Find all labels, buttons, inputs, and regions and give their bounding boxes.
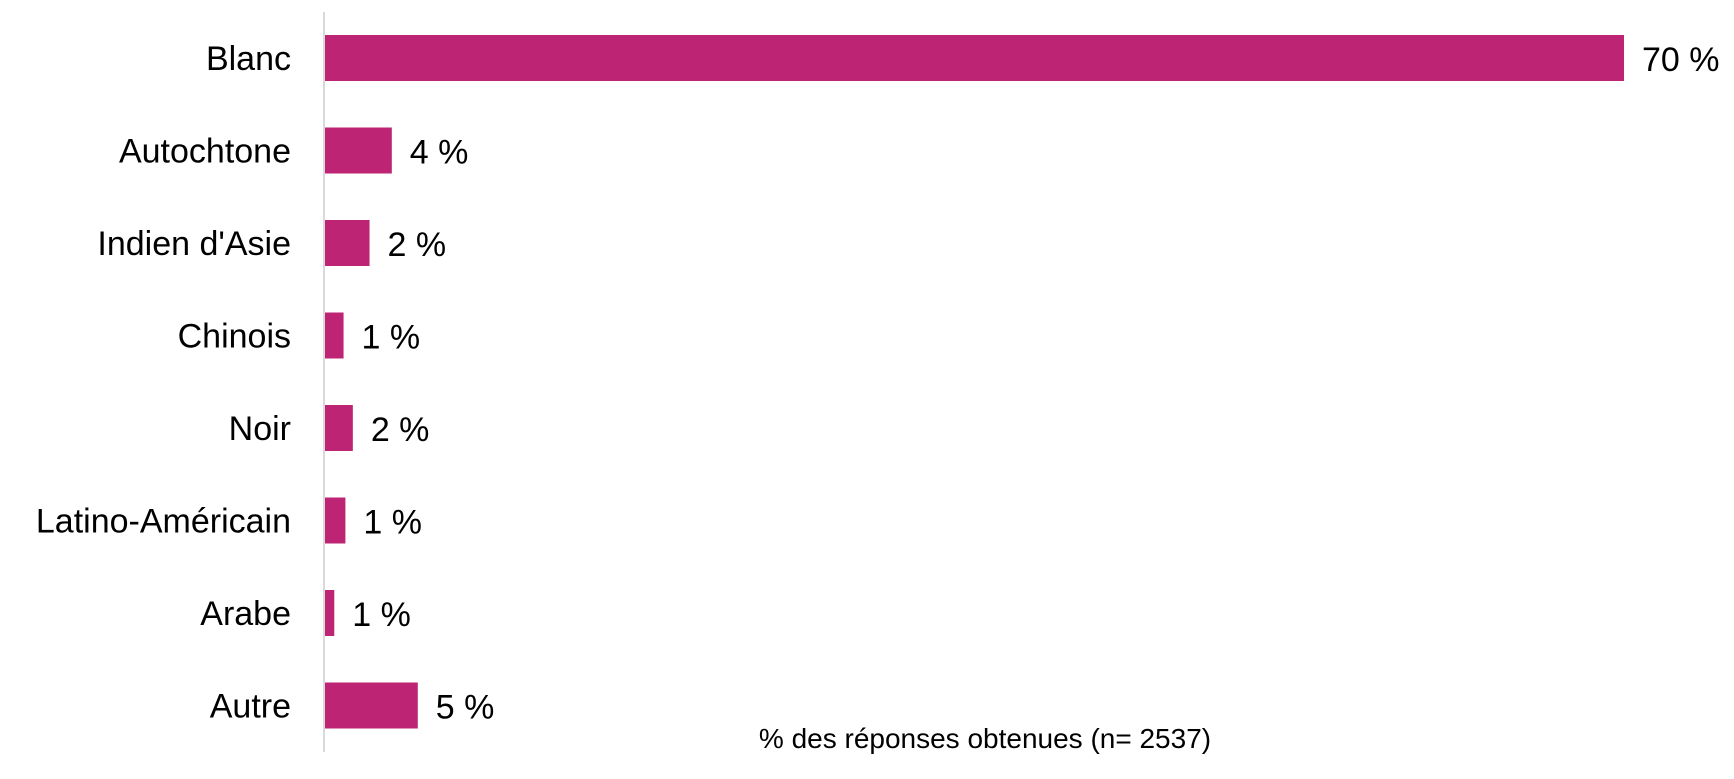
value-labels-group: 70 % 4 % 2 % 1 % 2 % 1 % 1 % 5 % [352, 41, 1719, 727]
value-label: 5 % [436, 689, 495, 727]
category-label: Indien d'Asie [97, 225, 291, 263]
bar-2 [325, 220, 370, 266]
category-label: Latino-Américain [36, 503, 291, 541]
bar-7 [325, 682, 418, 729]
category-label: Autre [210, 688, 291, 726]
value-label: 2 % [371, 411, 430, 449]
bar-1 [325, 127, 392, 174]
bar-5 [325, 497, 346, 544]
bars-group [325, 35, 1624, 729]
x-axis-title: % des réponses obtenues (n= 2537) [759, 723, 1211, 754]
category-label: Chinois [178, 318, 291, 356]
value-label: 1 % [363, 504, 422, 542]
category-label: Blanc [206, 40, 291, 78]
bar-3 [325, 312, 344, 359]
category-labels-group: Blanc Autochtone Indien d'Asie Chinois Noir L… [36, 40, 291, 726]
category-label: Noir [229, 410, 291, 448]
bar-6 [325, 590, 335, 636]
bar-0 [325, 35, 1624, 81]
value-label: 1 % [362, 319, 421, 357]
value-label: 4 % [410, 134, 469, 172]
bar-4 [325, 405, 353, 451]
value-label: 70 % [1642, 41, 1720, 79]
category-label: Autochtone [119, 133, 291, 171]
value-label: 2 % [388, 226, 447, 264]
category-label: Arabe [200, 595, 291, 633]
value-label: 1 % [352, 596, 411, 634]
